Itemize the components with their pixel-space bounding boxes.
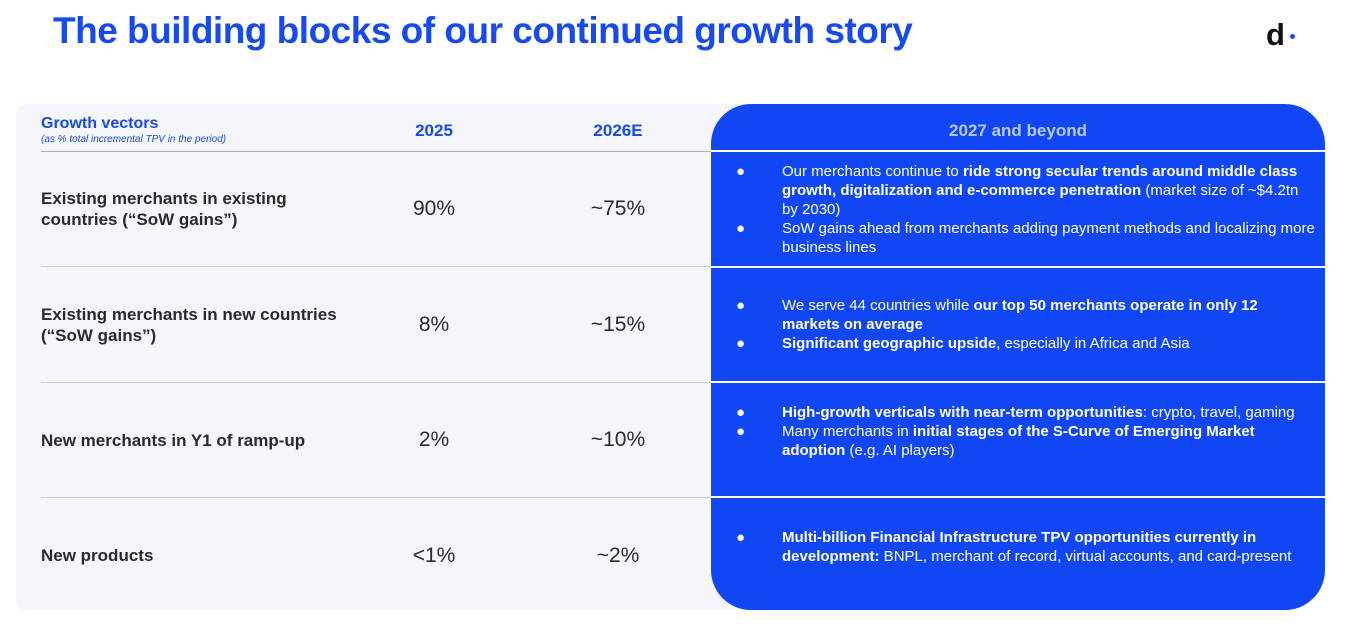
bullet-icon: ● — [736, 529, 746, 546]
bullet-item: ● Our merchants continue to ride strong … — [736, 163, 1299, 218]
row-divider-blue — [711, 381, 1325, 383]
row-label-new-merchants: New merchants in Y1 of ramp-up — [41, 431, 306, 450]
growth-vectors-header: Growth vectors (as % total incremental T… — [41, 115, 226, 147]
column-header-2026e: 2026E — [593, 121, 643, 140]
company-logo: d — [1266, 18, 1295, 52]
bullet-item: ● SoW gains ahead from merchants adding … — [736, 220, 1315, 256]
bullet-item: ● We serve 44 countries while our top 50… — [736, 297, 1258, 333]
row-value-2025: 2% — [418, 428, 450, 451]
bullet-icon: ● — [736, 404, 746, 421]
bullet-icon: ● — [736, 220, 746, 237]
row-label-existing-existing: Existing merchants in existing countries… — [41, 189, 287, 229]
row-value-2025: 90% — [412, 197, 456, 220]
row-value-2026e: ~2% — [596, 544, 640, 567]
logo-dot-icon — [1289, 34, 1295, 40]
page-title: The building blocks of our continued gro… — [53, 10, 913, 51]
row-divider — [41, 382, 711, 383]
row-value-2026e: ~10% — [590, 428, 646, 451]
bullet-item: ● Significant geographic upside, especia… — [736, 335, 1190, 352]
row-label-new-products: New products — [41, 546, 154, 565]
header-divider — [41, 151, 711, 152]
row-value-2026e: ~75% — [590, 197, 646, 220]
row-value-2025: <1% — [412, 544, 456, 567]
bullet-item: ● Many merchants in initial stages of th… — [736, 423, 1255, 459]
bullet-icon: ● — [736, 297, 746, 314]
logo-letter: d — [1266, 17, 1285, 52]
bullet-icon: ● — [736, 163, 746, 180]
beyond-panel — [711, 104, 1325, 610]
growth-vectors-note: (as % total incremental TPV in the perio… — [41, 134, 227, 145]
row-bullets: ● We serve 44 countries while our top 50… — [736, 296, 1316, 353]
row-label-existing-new: Existing merchants in new countries (“So… — [41, 305, 337, 345]
column-header-2025: 2025 — [415, 121, 453, 140]
header-divider-blue — [711, 150, 1325, 152]
row-divider-blue — [711, 496, 1325, 498]
bullet-icon: ● — [736, 423, 746, 440]
row-value-2025: 8% — [418, 313, 450, 336]
table-panel — [16, 104, 776, 610]
row-divider — [41, 497, 711, 498]
row-value-2026e: ~15% — [590, 313, 646, 336]
bullet-item: ● Multi-billion Financial Infrastructure… — [736, 529, 1292, 565]
row-divider-blue — [711, 266, 1325, 268]
row-divider — [41, 266, 711, 267]
row-bullets: ● Our merchants continue to ride strong … — [736, 162, 1316, 257]
column-header-beyond: 2027 and beyond — [949, 121, 1087, 140]
bullet-icon: ● — [736, 335, 746, 352]
row-bullets: ● Multi-billion Financial Infrastructure… — [736, 528, 1316, 566]
bullet-item: ● High-growth verticals with near-term o… — [736, 404, 1295, 421]
row-bullets: ● High-growth verticals with near-term o… — [736, 403, 1316, 460]
growth-vectors-title: Growth vectors — [41, 115, 159, 132]
